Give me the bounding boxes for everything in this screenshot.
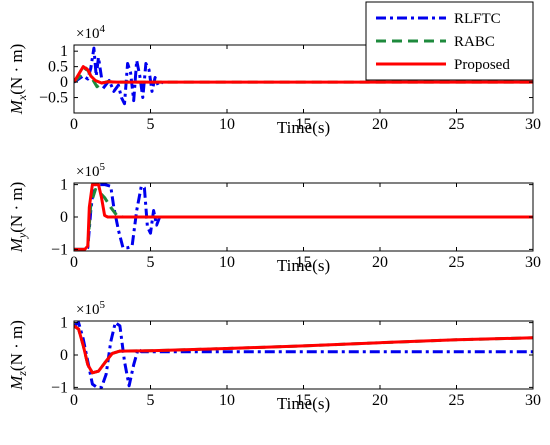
x-tick-label: 15: [296, 254, 312, 271]
x-tick-label: 0: [70, 116, 78, 133]
series-line-proposed: [74, 324, 533, 375]
x-tick-label: 5: [147, 254, 155, 271]
series-line-rlftc: [74, 321, 533, 389]
series-group: [74, 183, 533, 251]
y-tick-label: 0.5: [48, 59, 68, 76]
series-line-rabc: [74, 324, 533, 375]
x-tick-label: 10: [219, 254, 235, 271]
axes-box: [73, 320, 534, 390]
x-tick-label: 5: [147, 392, 155, 409]
x-tick-label: 30: [525, 116, 541, 133]
y-axis-title: Mx(N · m): [7, 44, 29, 115]
y-tick-label: 0: [60, 74, 68, 91]
y-multiplier: ×105: [76, 161, 105, 180]
x-tick-label: 25: [449, 392, 465, 409]
x-tick-label: 0: [70, 254, 78, 271]
y-tick-label: 1: [60, 315, 68, 332]
x-tick-label: 20: [372, 392, 388, 409]
legend-label-rlftc: RLFTC: [454, 11, 501, 27]
legend-label-proposed: Proposed: [454, 57, 510, 73]
x-tick-label: 15: [296, 392, 312, 409]
x-axis-title: Time(s): [277, 118, 330, 137]
series-line-rlftc: [74, 46, 164, 106]
x-tick-label: 15: [296, 116, 312, 133]
x-tick-label: 30: [525, 392, 541, 409]
y-tick-label: 0: [60, 347, 68, 364]
series-line-rabc: [74, 66, 533, 89]
x-axis-title: Time(s): [277, 256, 330, 275]
series-group: [74, 321, 533, 389]
y-axis-title: My(N · m): [7, 182, 29, 253]
x-tick-label: 10: [219, 116, 235, 133]
legend: RLFTC RABC Proposed: [365, 1, 534, 81]
y-tick-label: −0.5: [39, 90, 68, 107]
x-tick-label: 5: [147, 116, 155, 133]
series-line-proposed: [74, 183, 533, 251]
series-line-rabc: [74, 188, 533, 251]
x-tick-label: 0: [70, 392, 78, 409]
y-tick-label: 1: [60, 43, 68, 60]
y-tick-label: −1: [51, 379, 68, 396]
y-multiplier: ×104: [76, 23, 105, 42]
series-line-proposed: [74, 65, 533, 85]
y-tick-label: −1: [51, 241, 68, 258]
series-group: [74, 46, 533, 106]
series-line-rlftc: [74, 183, 162, 251]
x-tick-label: 20: [372, 116, 388, 133]
x-tick-label: 30: [525, 254, 541, 271]
legend-label-rabc: RABC: [454, 34, 495, 50]
x-axis-title: Time(s): [277, 394, 330, 413]
y-tick-label: 0: [60, 209, 68, 226]
x-tick-label: 25: [449, 116, 465, 133]
x-tick-label: 25: [449, 254, 465, 271]
x-tick-label: 20: [372, 254, 388, 271]
x-tick-label: 10: [219, 392, 235, 409]
y-multiplier: ×105: [76, 299, 105, 318]
y-axis-title: Mz(N · m): [7, 320, 29, 391]
y-tick-label: 1: [60, 177, 68, 194]
